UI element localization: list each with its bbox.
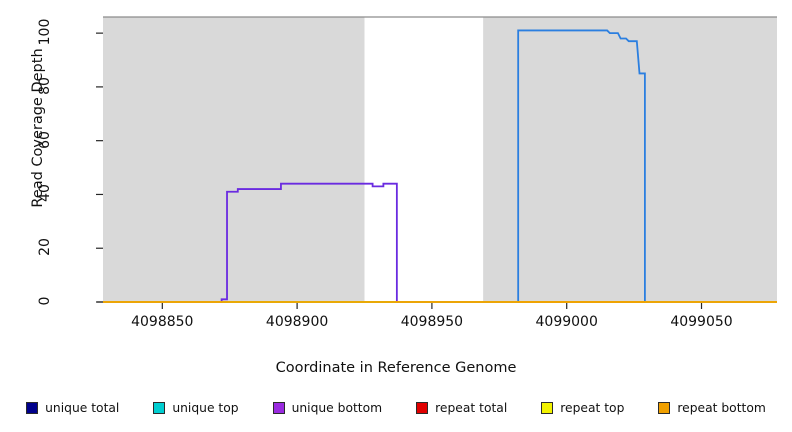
legend-item-repeat-total[interactable]: repeat total	[416, 401, 507, 415]
legend-label: unique top	[172, 401, 239, 415]
shaded-region-0	[103, 17, 365, 302]
y-tick-label-5: 100	[25, 19, 65, 46]
legend-swatch-icon	[658, 402, 671, 414]
legend-swatch-icon	[153, 402, 166, 414]
y-tick-label-text-5: 100	[37, 18, 53, 46]
y-tick-label-4: 80	[25, 77, 65, 96]
x-tick-label-2: 4098950	[400, 314, 464, 330]
y-tick-label-text-2: 40	[37, 184, 53, 203]
chart-legend: unique total unique top unique bottom repea…	[0, 398, 792, 418]
legend-label: unique total	[45, 401, 120, 415]
legend-item-unique-top[interactable]: unique top	[153, 401, 239, 415]
legend-label: unique bottom	[291, 401, 383, 415]
legend-item-repeat-bottom[interactable]: repeat bottom	[658, 401, 766, 415]
y-tick-label-text-0: 0	[37, 296, 53, 306]
y-tick-label-1: 20	[25, 238, 65, 257]
legend-item-repeat-top[interactable]: repeat top	[541, 401, 624, 415]
series-unique-bottom	[103, 182, 777, 303]
y-tick-label-2: 40	[25, 185, 65, 203]
legend-label: repeat total	[435, 401, 508, 415]
x-tick-label-4: 4099050	[670, 314, 733, 330]
series-unique-total	[103, 29, 777, 303]
legend-swatch-icon	[541, 402, 554, 414]
legend-swatch-icon	[272, 402, 285, 414]
y-tick-label-text-4: 80	[37, 76, 53, 95]
x-tick-label-0: 4098850	[131, 314, 194, 330]
legend-label: repeat bottom	[677, 401, 766, 415]
legend-label: repeat top	[560, 401, 625, 415]
legend-item-unique-bottom[interactable]: unique bottom	[272, 401, 383, 415]
y-tick-label-text-3: 60	[37, 130, 53, 149]
legend-swatch-icon	[26, 402, 39, 414]
x-tick-label-3: 4099000	[535, 314, 598, 330]
x-tick-label-1: 4098900	[265, 314, 329, 330]
shaded-region-1	[483, 17, 777, 302]
legend-item-unique-total[interactable]: unique total	[26, 401, 119, 415]
y-tick-label-0: 0	[25, 293, 65, 311]
x-axis-title: Coordinate in Reference Genome	[275, 360, 517, 376]
legend-swatch-icon	[416, 402, 429, 414]
y-tick-label-text-1: 20	[37, 238, 53, 257]
y-tick-label-3: 60	[25, 131, 65, 150]
